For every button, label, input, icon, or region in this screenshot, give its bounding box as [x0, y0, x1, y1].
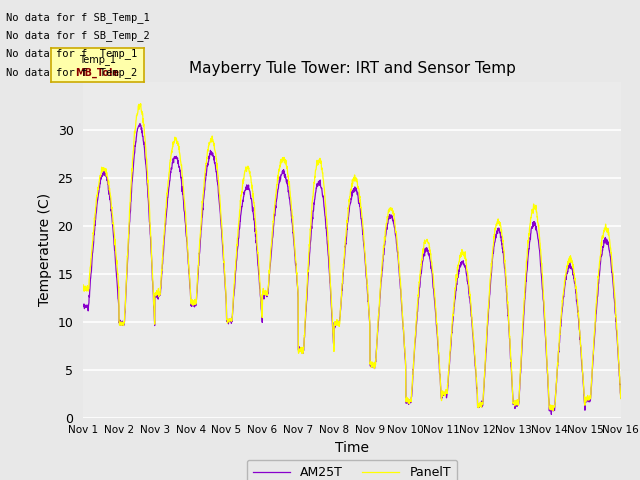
Y-axis label: Temperature (C): Temperature (C) [38, 193, 52, 306]
PanelT [617, 396, 625, 401]
AM25T [570, 276, 577, 281]
Title: Mayberry Tule Tower: IRT and Sensor Temp: Mayberry Tule Tower: IRT and Sensor Temp [189, 61, 515, 76]
AM25T [380, 254, 387, 260]
Text: MB_Tole: MB_Tole [76, 68, 120, 78]
PanelT [585, 397, 593, 403]
AM25T [617, 395, 625, 401]
AM25T [585, 396, 593, 401]
X-axis label: Time: Time [335, 441, 369, 455]
PanelT [137, 101, 145, 107]
Text: No data for f  Temp_2: No data for f Temp_2 [6, 67, 138, 78]
AM25T [368, 362, 376, 368]
AM25T [136, 121, 144, 127]
AM25T [79, 302, 87, 308]
PanelT [380, 248, 387, 254]
PanelT [230, 296, 237, 301]
Legend: AM25T, PanelT: AM25T, PanelT [246, 460, 458, 480]
PanelT [549, 408, 557, 413]
PanelT [508, 384, 516, 389]
Line: PanelT: PanelT [83, 104, 621, 410]
AM25T [230, 298, 237, 304]
PanelT [79, 282, 87, 288]
Text: No data for f SB_Temp_1: No data for f SB_Temp_1 [6, 12, 150, 23]
AM25T [547, 411, 555, 417]
PanelT [570, 267, 577, 273]
Text: No data for f SB_Temp_2: No data for f SB_Temp_2 [6, 30, 150, 41]
PanelT [368, 363, 376, 369]
Line: AM25T: AM25T [83, 124, 621, 414]
Text: Temp_1: Temp_1 [79, 54, 116, 65]
Text: No data for f  Temp_1: No data for f Temp_1 [6, 48, 138, 60]
AM25T [508, 385, 516, 391]
